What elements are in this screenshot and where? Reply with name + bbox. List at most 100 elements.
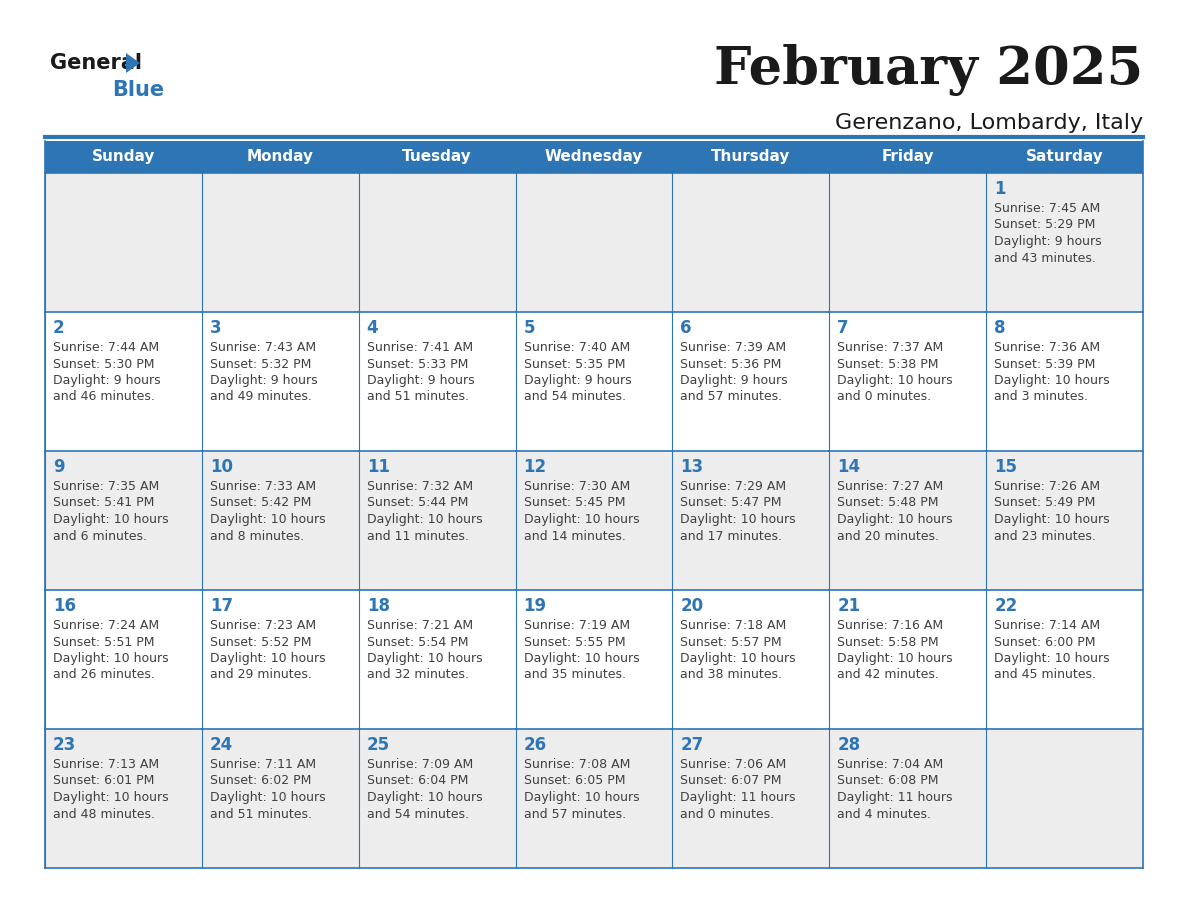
Text: Sunset: 5:33 PM: Sunset: 5:33 PM [367,357,468,371]
Text: and 6 minutes.: and 6 minutes. [53,530,147,543]
Text: 1: 1 [994,180,1006,198]
Text: and 17 minutes.: and 17 minutes. [681,530,783,543]
Text: Sunset: 6:02 PM: Sunset: 6:02 PM [210,775,311,788]
Text: Daylight: 10 hours: Daylight: 10 hours [53,513,169,526]
Bar [359,173,516,312]
Text: 16: 16 [53,597,76,615]
Text: Sunrise: 7:16 AM: Sunrise: 7:16 AM [838,619,943,632]
Text: Sunrise: 7:06 AM: Sunrise: 7:06 AM [681,758,786,771]
Bar [986,141,1143,173]
Text: 23: 23 [53,736,76,754]
Text: and 0 minutes.: and 0 minutes. [681,808,775,821]
Text: Sunrise: 7:37 AM: Sunrise: 7:37 AM [838,341,943,354]
Text: and 26 minutes.: and 26 minutes. [53,668,154,681]
Text: and 51 minutes.: and 51 minutes. [367,390,469,404]
Text: Sunrise: 7:04 AM: Sunrise: 7:04 AM [838,758,943,771]
Text: General: General [50,53,143,73]
Text: Sunrise: 7:29 AM: Sunrise: 7:29 AM [681,480,786,493]
Text: Sunrise: 7:08 AM: Sunrise: 7:08 AM [524,758,630,771]
Text: and 38 minutes.: and 38 minutes. [681,668,783,681]
Text: Daylight: 10 hours: Daylight: 10 hours [524,513,639,526]
Text: Sunday: Sunday [91,150,156,164]
Text: Sunset: 6:01 PM: Sunset: 6:01 PM [53,775,154,788]
Bar [45,312,202,451]
Bar [516,451,672,590]
Text: Daylight: 10 hours: Daylight: 10 hours [994,374,1110,387]
Text: Sunrise: 7:33 AM: Sunrise: 7:33 AM [210,480,316,493]
Bar [829,141,986,173]
Text: and 54 minutes.: and 54 minutes. [524,390,626,404]
Text: and 0 minutes.: and 0 minutes. [838,390,931,404]
Text: and 51 minutes.: and 51 minutes. [210,808,312,821]
Text: Sunrise: 7:44 AM: Sunrise: 7:44 AM [53,341,159,354]
Text: and 46 minutes.: and 46 minutes. [53,390,154,404]
Text: Sunrise: 7:45 AM: Sunrise: 7:45 AM [994,202,1100,215]
Text: Sunset: 5:36 PM: Sunset: 5:36 PM [681,357,782,371]
Text: and 3 minutes.: and 3 minutes. [994,390,1088,404]
Text: Daylight: 9 hours: Daylight: 9 hours [367,374,474,387]
Text: Sunset: 6:04 PM: Sunset: 6:04 PM [367,775,468,788]
Text: and 14 minutes.: and 14 minutes. [524,530,625,543]
Bar [359,312,516,451]
Text: Sunset: 5:32 PM: Sunset: 5:32 PM [210,357,311,371]
Bar [202,173,359,312]
Text: 10: 10 [210,458,233,476]
Bar [45,729,202,868]
Text: Daylight: 10 hours: Daylight: 10 hours [838,374,953,387]
Text: 2: 2 [53,319,64,337]
Text: 24: 24 [210,736,233,754]
Text: 3: 3 [210,319,221,337]
Bar [672,141,829,173]
Text: Sunset: 5:39 PM: Sunset: 5:39 PM [994,357,1095,371]
Text: Daylight: 10 hours: Daylight: 10 hours [838,513,953,526]
Text: Daylight: 10 hours: Daylight: 10 hours [367,652,482,665]
Text: Sunset: 5:29 PM: Sunset: 5:29 PM [994,218,1095,231]
Text: Sunset: 5:44 PM: Sunset: 5:44 PM [367,497,468,509]
Text: Daylight: 10 hours: Daylight: 10 hours [681,513,796,526]
Text: Sunrise: 7:23 AM: Sunrise: 7:23 AM [210,619,316,632]
Bar [672,312,829,451]
Text: Sunset: 5:51 PM: Sunset: 5:51 PM [53,635,154,648]
Bar [986,451,1143,590]
Text: Sunset: 5:58 PM: Sunset: 5:58 PM [838,635,939,648]
Text: Daylight: 9 hours: Daylight: 9 hours [210,374,317,387]
Bar [359,590,516,729]
Text: Daylight: 10 hours: Daylight: 10 hours [210,513,326,526]
Bar [45,590,202,729]
Text: 8: 8 [994,319,1006,337]
Text: 25: 25 [367,736,390,754]
Text: 28: 28 [838,736,860,754]
Text: and 32 minutes.: and 32 minutes. [367,668,468,681]
Text: Sunrise: 7:39 AM: Sunrise: 7:39 AM [681,341,786,354]
Text: and 35 minutes.: and 35 minutes. [524,668,626,681]
Text: Daylight: 10 hours: Daylight: 10 hours [53,652,169,665]
Text: Daylight: 9 hours: Daylight: 9 hours [524,374,631,387]
Bar [829,173,986,312]
Bar [672,729,829,868]
Text: Daylight: 9 hours: Daylight: 9 hours [53,374,160,387]
Bar [986,590,1143,729]
Text: Sunrise: 7:09 AM: Sunrise: 7:09 AM [367,758,473,771]
Text: Daylight: 11 hours: Daylight: 11 hours [838,791,953,804]
Bar [202,312,359,451]
Text: and 23 minutes.: and 23 minutes. [994,530,1097,543]
Bar [359,451,516,590]
Bar [829,729,986,868]
Text: Gerenzano, Lombardy, Italy: Gerenzano, Lombardy, Italy [835,113,1143,133]
Text: Daylight: 10 hours: Daylight: 10 hours [210,652,326,665]
Text: Sunset: 5:54 PM: Sunset: 5:54 PM [367,635,468,648]
Text: Daylight: 9 hours: Daylight: 9 hours [994,235,1101,248]
Text: Monday: Monday [247,150,314,164]
Bar [829,312,986,451]
Text: Sunrise: 7:13 AM: Sunrise: 7:13 AM [53,758,159,771]
Bar [202,451,359,590]
Text: 17: 17 [210,597,233,615]
Text: and 20 minutes.: and 20 minutes. [838,530,940,543]
Bar [45,141,202,173]
Text: Sunrise: 7:26 AM: Sunrise: 7:26 AM [994,480,1100,493]
Text: and 29 minutes.: and 29 minutes. [210,668,311,681]
Text: and 49 minutes.: and 49 minutes. [210,390,311,404]
Bar [359,729,516,868]
Text: 15: 15 [994,458,1017,476]
Text: Sunset: 5:42 PM: Sunset: 5:42 PM [210,497,311,509]
